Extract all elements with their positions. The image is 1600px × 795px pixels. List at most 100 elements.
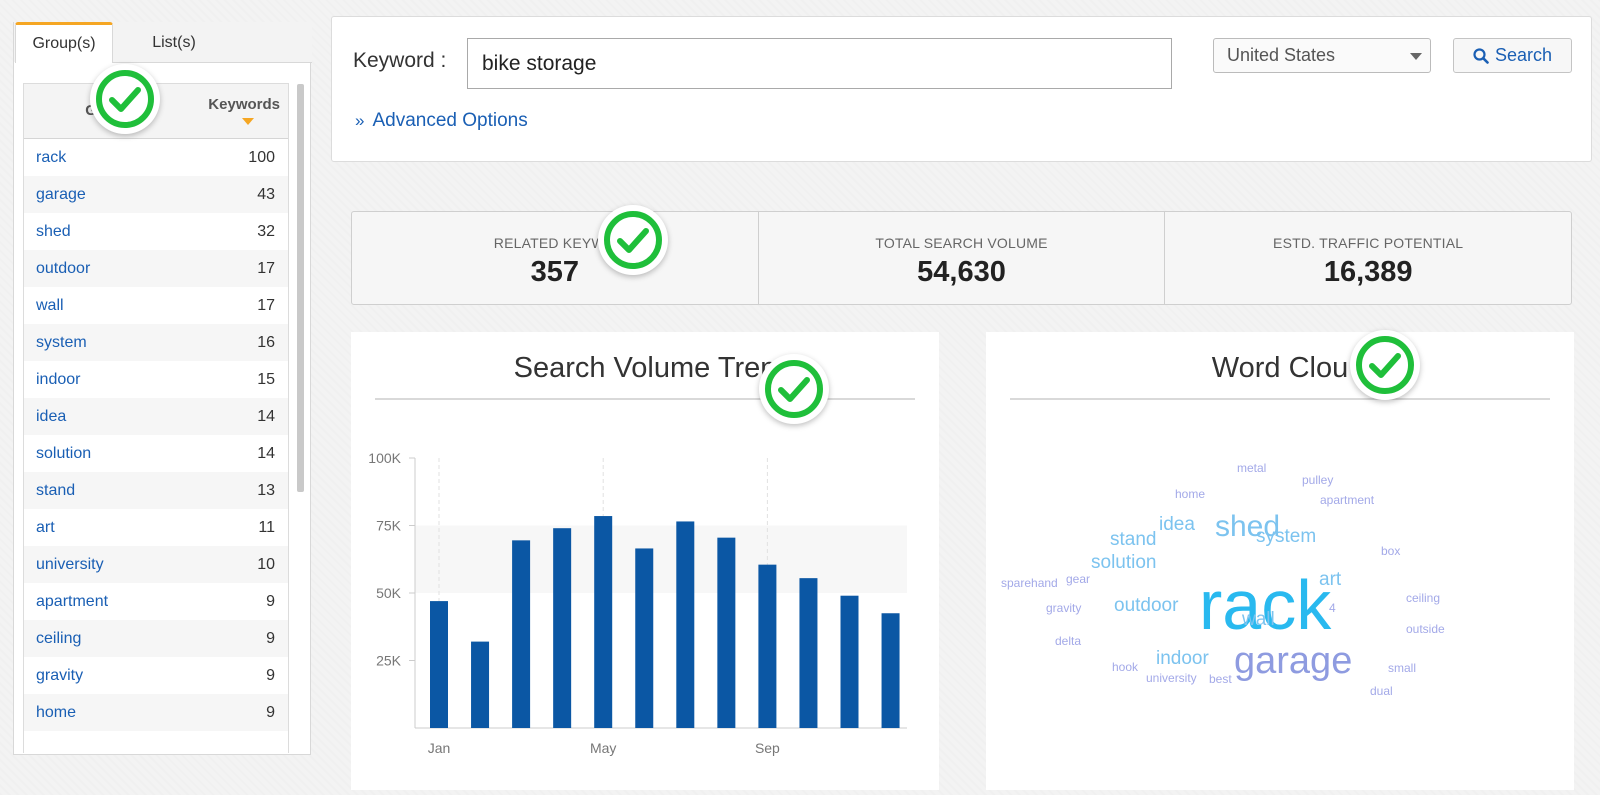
keyword-input[interactable]: bike storage [467, 38, 1172, 89]
word-cloud-word[interactable]: best [1209, 672, 1232, 686]
table-row[interactable]: home 9 [24, 694, 288, 731]
group-name-link[interactable]: outdoor [36, 259, 91, 277]
table-row[interactable]: rack 100 [24, 139, 288, 176]
chevron-down-icon [1410, 53, 1422, 60]
group-name-link[interactable]: ceiling [36, 629, 82, 647]
word-cloud-word[interactable]: idea [1159, 514, 1195, 535]
table-row[interactable]: outdoor 17 [24, 250, 288, 287]
keyword-count: 9 [266, 703, 275, 721]
word-cloud-word[interactable]: home [1175, 487, 1206, 501]
trend-card-title: Search Volume Tren [513, 352, 777, 384]
plot-band [415, 525, 907, 593]
keyword-count: 10 [257, 555, 275, 573]
stat-label: ESTD. TRAFFIC POTENTIAL [1273, 235, 1464, 251]
table-row[interactable]: idea 14 [24, 398, 288, 435]
word-cloud-word[interactable]: indoor [1156, 648, 1209, 669]
word-cloud-word[interactable]: sparehand [1001, 576, 1058, 590]
stat-value: 54,630 [917, 256, 1006, 288]
word-cloud-word[interactable]: university [1146, 671, 1197, 685]
group-name-link[interactable]: apartment [36, 592, 109, 610]
tab-divider [113, 62, 312, 63]
word-cloud-word[interactable]: shed [1215, 510, 1281, 543]
table-row[interactable]: university 10 [24, 546, 288, 583]
tab-lists[interactable]: List(s) [152, 33, 196, 51]
table-row[interactable]: garage 43 [24, 176, 288, 213]
group-name-link[interactable]: solution [36, 444, 92, 462]
word-cloud-word[interactable]: dual [1370, 684, 1393, 698]
table-row[interactable]: solution 14 [24, 435, 288, 472]
group-name-link[interactable]: stand [36, 481, 76, 499]
check-badge-icon [759, 354, 829, 424]
table-row[interactable]: apartment 9 [24, 583, 288, 620]
word-cloud-word[interactable]: gear [1066, 572, 1091, 586]
group-name-link[interactable]: garage [36, 185, 86, 203]
table-row[interactable]: art 11 [24, 509, 288, 546]
search-button[interactable]: Search [1453, 38, 1572, 73]
word-cloud-word[interactable]: apartment [1320, 493, 1375, 507]
group-name-link[interactable]: idea [36, 407, 67, 425]
sort-desc-icon [242, 118, 254, 125]
search-volume-bar-chart: 100K 75K 50K 25K Jan May Sep [368, 450, 907, 756]
word-cloud-word[interactable]: box [1381, 544, 1401, 558]
table-row[interactable]: stand 13 [24, 472, 288, 509]
x-tick-label: Jan [428, 740, 451, 756]
word-cloud-word[interactable]: 4 [1329, 601, 1336, 615]
group-name-link[interactable]: system [36, 333, 87, 351]
table-row[interactable]: ceiling 9 [24, 620, 288, 657]
groups-panel: Group(s) List(s) Gr Keywords rack100gara… [13, 22, 312, 755]
double-chevron-right-icon: » [355, 111, 365, 130]
bar [553, 528, 572, 728]
group-name-link[interactable]: gravity [36, 666, 84, 684]
word-cloud-word[interactable]: garage [1234, 640, 1353, 682]
advanced-options-link[interactable]: » Advanced Options [355, 110, 528, 132]
panel-tabs: Group(s) List(s) [14, 22, 312, 63]
word-cloud-word[interactable]: small [1388, 661, 1417, 675]
check-badge-icon [90, 64, 160, 134]
table-scrollbar[interactable] [297, 84, 304, 492]
table-row[interactable]: indoor 15 [24, 361, 288, 398]
keyword-count: 15 [257, 370, 275, 388]
y-tick-label: 25K [376, 653, 402, 669]
word-cloud-word[interactable]: gravity [1046, 601, 1082, 615]
table-row[interactable]: gravity 9 [24, 657, 288, 694]
word-cloud-word[interactable]: delta [1055, 634, 1082, 648]
word-cloud-word[interactable]: pulley [1302, 473, 1334, 487]
word-cloud-word[interactable]: solution [1091, 552, 1157, 573]
keyword-count: 17 [257, 259, 275, 277]
country-select-value: United States [1227, 45, 1336, 65]
word-cloud-word[interactable]: outdoor [1114, 595, 1179, 616]
table-row[interactable]: wall 17 [24, 287, 288, 324]
table-row[interactable]: system 16 [24, 324, 288, 361]
x-tick-label: May [590, 740, 616, 756]
word-cloud-word[interactable]: art [1319, 569, 1342, 590]
word-cloud-word[interactable]: hook [1112, 660, 1139, 674]
word-cloud-word[interactable]: ceiling [1406, 591, 1441, 605]
table-row[interactable]: shed 32 [24, 213, 288, 250]
word-cloud-word[interactable]: wall [1242, 609, 1275, 630]
group-name-link[interactable]: rack [36, 148, 67, 166]
bar [635, 548, 654, 728]
group-name-link[interactable]: shed [36, 222, 71, 240]
word-cloud-card: Word Clou rack garage shed outdoor wall syste… [986, 332, 1574, 790]
search-volume-trend-card: Search Volume Tren 100K 75K 50K 25K Jan May Se… [351, 332, 939, 790]
keyword-count: 11 [258, 518, 275, 536]
stat-label: RELATED KEYWO [493, 235, 616, 251]
group-name-link[interactable]: art [36, 518, 55, 536]
word-cloud-word[interactable]: system [1256, 526, 1317, 547]
stat-value: 16,389 [1323, 256, 1413, 288]
word-cloud-word[interactable]: stand [1110, 529, 1157, 550]
keyword-count: 16 [257, 333, 275, 351]
group-name-link[interactable]: university [36, 555, 104, 573]
y-tick-label: 75K [376, 518, 402, 534]
tab-groups[interactable]: Group(s) [15, 22, 113, 63]
group-name-link[interactable]: indoor [36, 370, 81, 388]
word-cloud-word[interactable]: metal [1237, 461, 1267, 475]
column-header-keywords[interactable]: Keywords [208, 96, 280, 113]
word-cloud-word[interactable]: outside [1406, 622, 1445, 636]
word-cloud-word[interactable]: rack [1199, 566, 1332, 644]
group-name-link[interactable]: wall [36, 296, 64, 314]
country-select[interactable]: United States [1213, 38, 1431, 73]
stat-traffic-potential: ESTD. TRAFFIC POTENTIAL 16,389 [1165, 212, 1571, 304]
keyword-count: 100 [248, 148, 275, 166]
group-name-link[interactable]: home [36, 703, 77, 721]
